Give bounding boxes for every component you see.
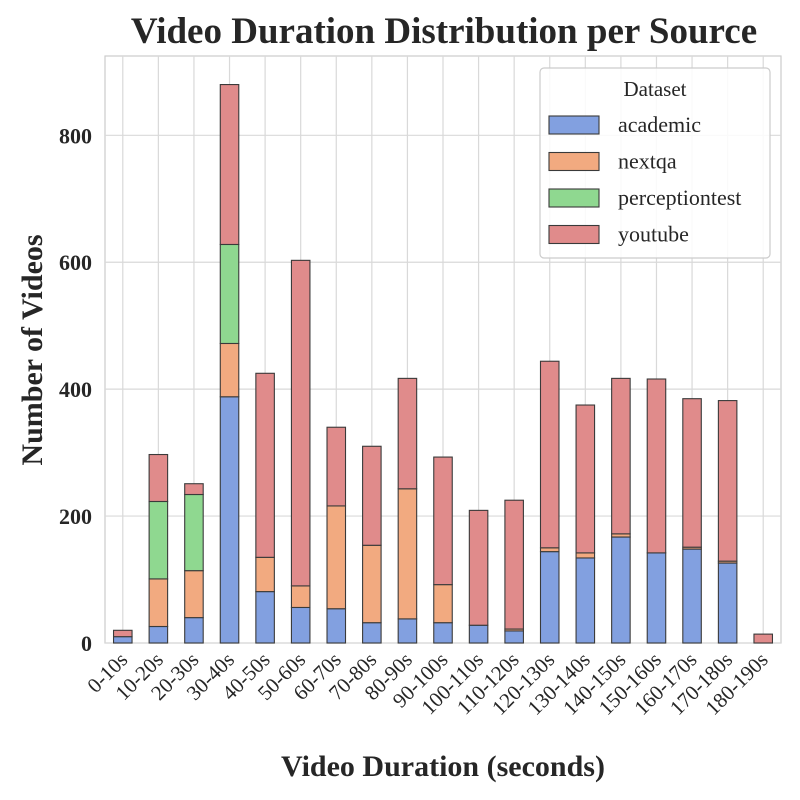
bars — [112, 84, 774, 644]
y-axis-title: Number of Videos — [16, 234, 49, 465]
bar-perceptiontest-20-30s — [184, 493, 204, 572]
bar-academic-60-70s — [326, 608, 347, 644]
bar-academic-100-110s — [468, 624, 489, 644]
bar-youtube-140-150s — [611, 377, 631, 535]
bar-academic-110-120s — [504, 630, 524, 644]
bar-academic-70-80s — [362, 622, 382, 644]
bar-youtube-130-140s — [575, 404, 596, 554]
legend-label-nextqa: nextqa — [618, 149, 677, 174]
legend-swatch-perceptiontest — [548, 188, 600, 208]
bar-youtube-20-30s — [184, 483, 204, 496]
bar-academic-50-60s — [290, 606, 311, 644]
bar-perceptiontest-10-20s — [148, 500, 169, 580]
bar-youtube-70-80s — [362, 445, 382, 546]
bar-nextqa-30-40s — [219, 342, 240, 398]
bar-academic-80-90s — [397, 618, 418, 644]
legend-swatch-academic — [548, 115, 600, 135]
bar-academic-20-30s — [184, 617, 204, 644]
y-tick-label: 800 — [59, 123, 92, 148]
bar-academic-10-20s — [148, 625, 169, 644]
bar-nextqa-40-50s — [255, 556, 275, 593]
x-axis-ticks: 0-10s10-20s20-30s30-40s40-50s50-60s60-70… — [82, 648, 772, 720]
bar-nextqa-60-70s — [326, 505, 347, 610]
bar-youtube-50-60s — [290, 259, 311, 587]
bar-youtube-180-190s — [753, 633, 774, 644]
bar-youtube-10-20s — [148, 453, 169, 503]
bar-academic-40-50s — [255, 591, 275, 644]
bar-academic-90-100s — [433, 622, 453, 644]
legend-label-academic: academic — [618, 112, 701, 137]
bar-academic-140-150s — [611, 536, 631, 644]
bar-youtube-150-160s — [646, 378, 667, 554]
legend-title: Dataset — [624, 77, 687, 101]
bar-youtube-120-130s — [539, 360, 560, 549]
bar-academic-170-180s — [717, 562, 738, 644]
bar-youtube-40-50s — [255, 372, 275, 558]
bar-youtube-30-40s — [219, 84, 240, 246]
legend-label-youtube: youtube — [618, 222, 689, 247]
bar-youtube-160-170s — [682, 398, 702, 548]
bar-nextqa-130-140s — [575, 552, 596, 559]
x-axis-title: Video Duration (seconds) — [281, 750, 605, 783]
bar-nextqa-20-30s — [184, 570, 204, 619]
y-tick-label: 0 — [81, 631, 92, 656]
bar-nextqa-70-80s — [362, 544, 382, 624]
legend: Dataset academic nextqa perceptiontest youtu… — [539, 67, 771, 259]
bar-academic-120-130s — [539, 551, 560, 644]
y-tick-label: 200 — [59, 504, 92, 529]
bar-youtube-80-90s — [397, 377, 418, 490]
bar-youtube-0-10s — [112, 629, 133, 638]
y-tick-label: 600 — [59, 250, 92, 275]
bar-youtube-100-110s — [468, 509, 489, 626]
bar-academic-30-40s — [219, 396, 240, 644]
legend-swatch-youtube — [548, 224, 600, 245]
bar-youtube-170-180s — [717, 400, 738, 562]
chart-title: Video Duration Distribution per Source — [130, 11, 758, 52]
bar-nextqa-50-60s — [290, 585, 311, 609]
bar-academic-160-170s — [682, 548, 702, 644]
y-axis-ticks: 0 200 400 600 800 — [59, 123, 92, 656]
bar-academic-0-10s — [112, 636, 133, 644]
bar-academic-150-160s — [646, 552, 667, 644]
legend-label-perceptiontest: perceptiontest — [618, 185, 741, 210]
bar-academic-130-140s — [575, 557, 596, 644]
bar-youtube-90-100s — [433, 456, 453, 586]
y-tick-label: 400 — [59, 377, 92, 402]
bar-nextqa-90-100s — [433, 584, 453, 624]
bar-nextqa-120-130s — [539, 547, 560, 553]
legend-swatch-nextqa — [548, 151, 600, 172]
bar-perceptiontest-30-40s — [219, 243, 240, 345]
bar-nextqa-10-20s — [148, 578, 169, 628]
bar-nextqa-80-90s — [397, 488, 418, 620]
bar-youtube-60-70s — [326, 426, 347, 507]
bar-youtube-110-120s — [504, 499, 524, 630]
